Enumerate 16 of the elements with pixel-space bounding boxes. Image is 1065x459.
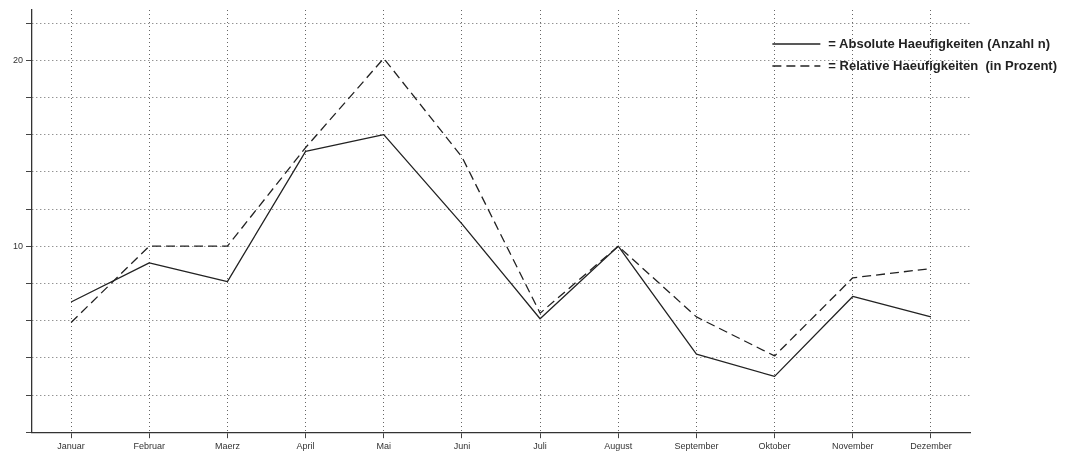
x-tick-label: Februar: [133, 441, 166, 452]
x-tick-label: November: [831, 441, 874, 452]
x-tick-label: Maerz: [214, 441, 241, 452]
x-tick-label: Oktober: [758, 441, 791, 452]
x-tick-label: Juli: [533, 441, 547, 452]
y-tick-label: 10: [13, 240, 24, 251]
x-tick-label: Mai: [376, 441, 392, 452]
x-tick-label: August: [604, 441, 633, 452]
y-tick-label: 20: [13, 54, 24, 65]
x-tick-label: April: [296, 441, 315, 452]
x-tick-label: September: [674, 441, 719, 452]
x-tick-label: Dezember: [910, 441, 952, 452]
x-tick-label: Januar: [57, 441, 85, 452]
x-tick-label: Juni: [453, 441, 471, 452]
legend-label: = Absolute Haeufigkeiten (Anzahl n): [828, 35, 1050, 51]
legend-label: = Relative Haeufigkeiten (in Prozent): [828, 57, 1057, 73]
